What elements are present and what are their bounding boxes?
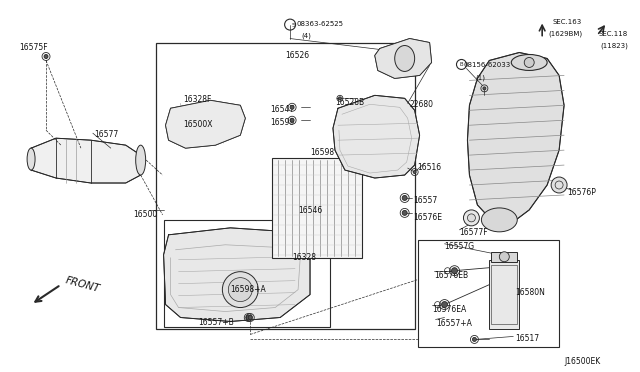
Ellipse shape xyxy=(44,54,48,58)
Text: 22680: 22680 xyxy=(410,100,434,109)
Ellipse shape xyxy=(290,118,294,122)
Ellipse shape xyxy=(339,97,341,100)
Text: 16580N: 16580N xyxy=(515,288,545,296)
Text: 16576EA: 16576EA xyxy=(433,305,467,314)
Text: 08363-62525: 08363-62525 xyxy=(296,20,343,27)
Ellipse shape xyxy=(228,278,252,302)
Text: 08156-62033: 08156-62033 xyxy=(463,62,511,68)
Text: J16500EK: J16500EK xyxy=(564,357,600,366)
Ellipse shape xyxy=(402,211,407,215)
Ellipse shape xyxy=(472,337,476,341)
Text: 5: 5 xyxy=(291,23,295,28)
Text: 16557+B: 16557+B xyxy=(198,318,234,327)
Text: B: B xyxy=(460,62,463,67)
Ellipse shape xyxy=(463,210,479,226)
Bar xyxy=(418,240,559,347)
Ellipse shape xyxy=(483,87,486,90)
Polygon shape xyxy=(31,138,141,183)
Text: 16517: 16517 xyxy=(515,334,540,343)
Ellipse shape xyxy=(551,177,567,193)
Text: 16599: 16599 xyxy=(270,118,294,127)
Text: 16575F: 16575F xyxy=(19,42,48,52)
Bar xyxy=(490,260,519,330)
Text: 16328: 16328 xyxy=(292,253,316,262)
Ellipse shape xyxy=(451,268,458,274)
Text: 16598: 16598 xyxy=(310,148,334,157)
Ellipse shape xyxy=(248,315,252,320)
Text: 16547: 16547 xyxy=(270,105,294,114)
Text: 16576EB: 16576EB xyxy=(435,271,468,280)
Text: 16577: 16577 xyxy=(94,130,118,139)
Text: 16528B: 16528B xyxy=(335,98,364,108)
Ellipse shape xyxy=(413,170,416,174)
Text: 16328F: 16328F xyxy=(184,95,212,104)
Text: (4): (4) xyxy=(301,33,311,39)
Text: (1629BM): (1629BM) xyxy=(548,31,582,37)
Text: 16557G: 16557G xyxy=(445,242,475,251)
Ellipse shape xyxy=(524,58,534,67)
Ellipse shape xyxy=(511,54,547,70)
Ellipse shape xyxy=(136,145,146,175)
Ellipse shape xyxy=(395,45,415,71)
Ellipse shape xyxy=(402,195,407,201)
Text: 16576P: 16576P xyxy=(567,188,596,197)
Text: 16598+A: 16598+A xyxy=(230,285,266,294)
Ellipse shape xyxy=(481,208,517,232)
Text: FRONT: FRONT xyxy=(64,275,101,294)
Ellipse shape xyxy=(290,105,294,109)
Ellipse shape xyxy=(467,214,476,222)
Bar xyxy=(164,220,330,327)
Ellipse shape xyxy=(499,252,509,262)
Text: 16500: 16500 xyxy=(134,210,158,219)
Polygon shape xyxy=(467,52,564,225)
Text: 16516: 16516 xyxy=(418,163,442,172)
Bar xyxy=(492,265,517,324)
Text: (11823): (11823) xyxy=(600,42,628,49)
Text: SEC.118: SEC.118 xyxy=(599,31,628,36)
Text: 16500X: 16500X xyxy=(184,120,213,129)
Ellipse shape xyxy=(27,148,35,170)
Text: 16546: 16546 xyxy=(298,206,323,215)
Text: 16557+A: 16557+A xyxy=(436,320,472,328)
Bar xyxy=(156,42,415,330)
Text: 16577F: 16577F xyxy=(460,228,488,237)
Ellipse shape xyxy=(246,315,251,320)
Text: (1): (1) xyxy=(476,74,485,81)
Ellipse shape xyxy=(442,302,447,308)
Polygon shape xyxy=(375,39,431,78)
Polygon shape xyxy=(166,100,245,148)
Text: 16576E: 16576E xyxy=(413,213,443,222)
Text: 16526: 16526 xyxy=(285,51,309,60)
Polygon shape xyxy=(333,95,420,178)
Polygon shape xyxy=(164,228,310,321)
Bar xyxy=(272,158,362,258)
Text: 16557: 16557 xyxy=(413,196,438,205)
Text: SEC.163: SEC.163 xyxy=(552,19,581,25)
Ellipse shape xyxy=(222,272,258,308)
Bar xyxy=(492,252,517,262)
